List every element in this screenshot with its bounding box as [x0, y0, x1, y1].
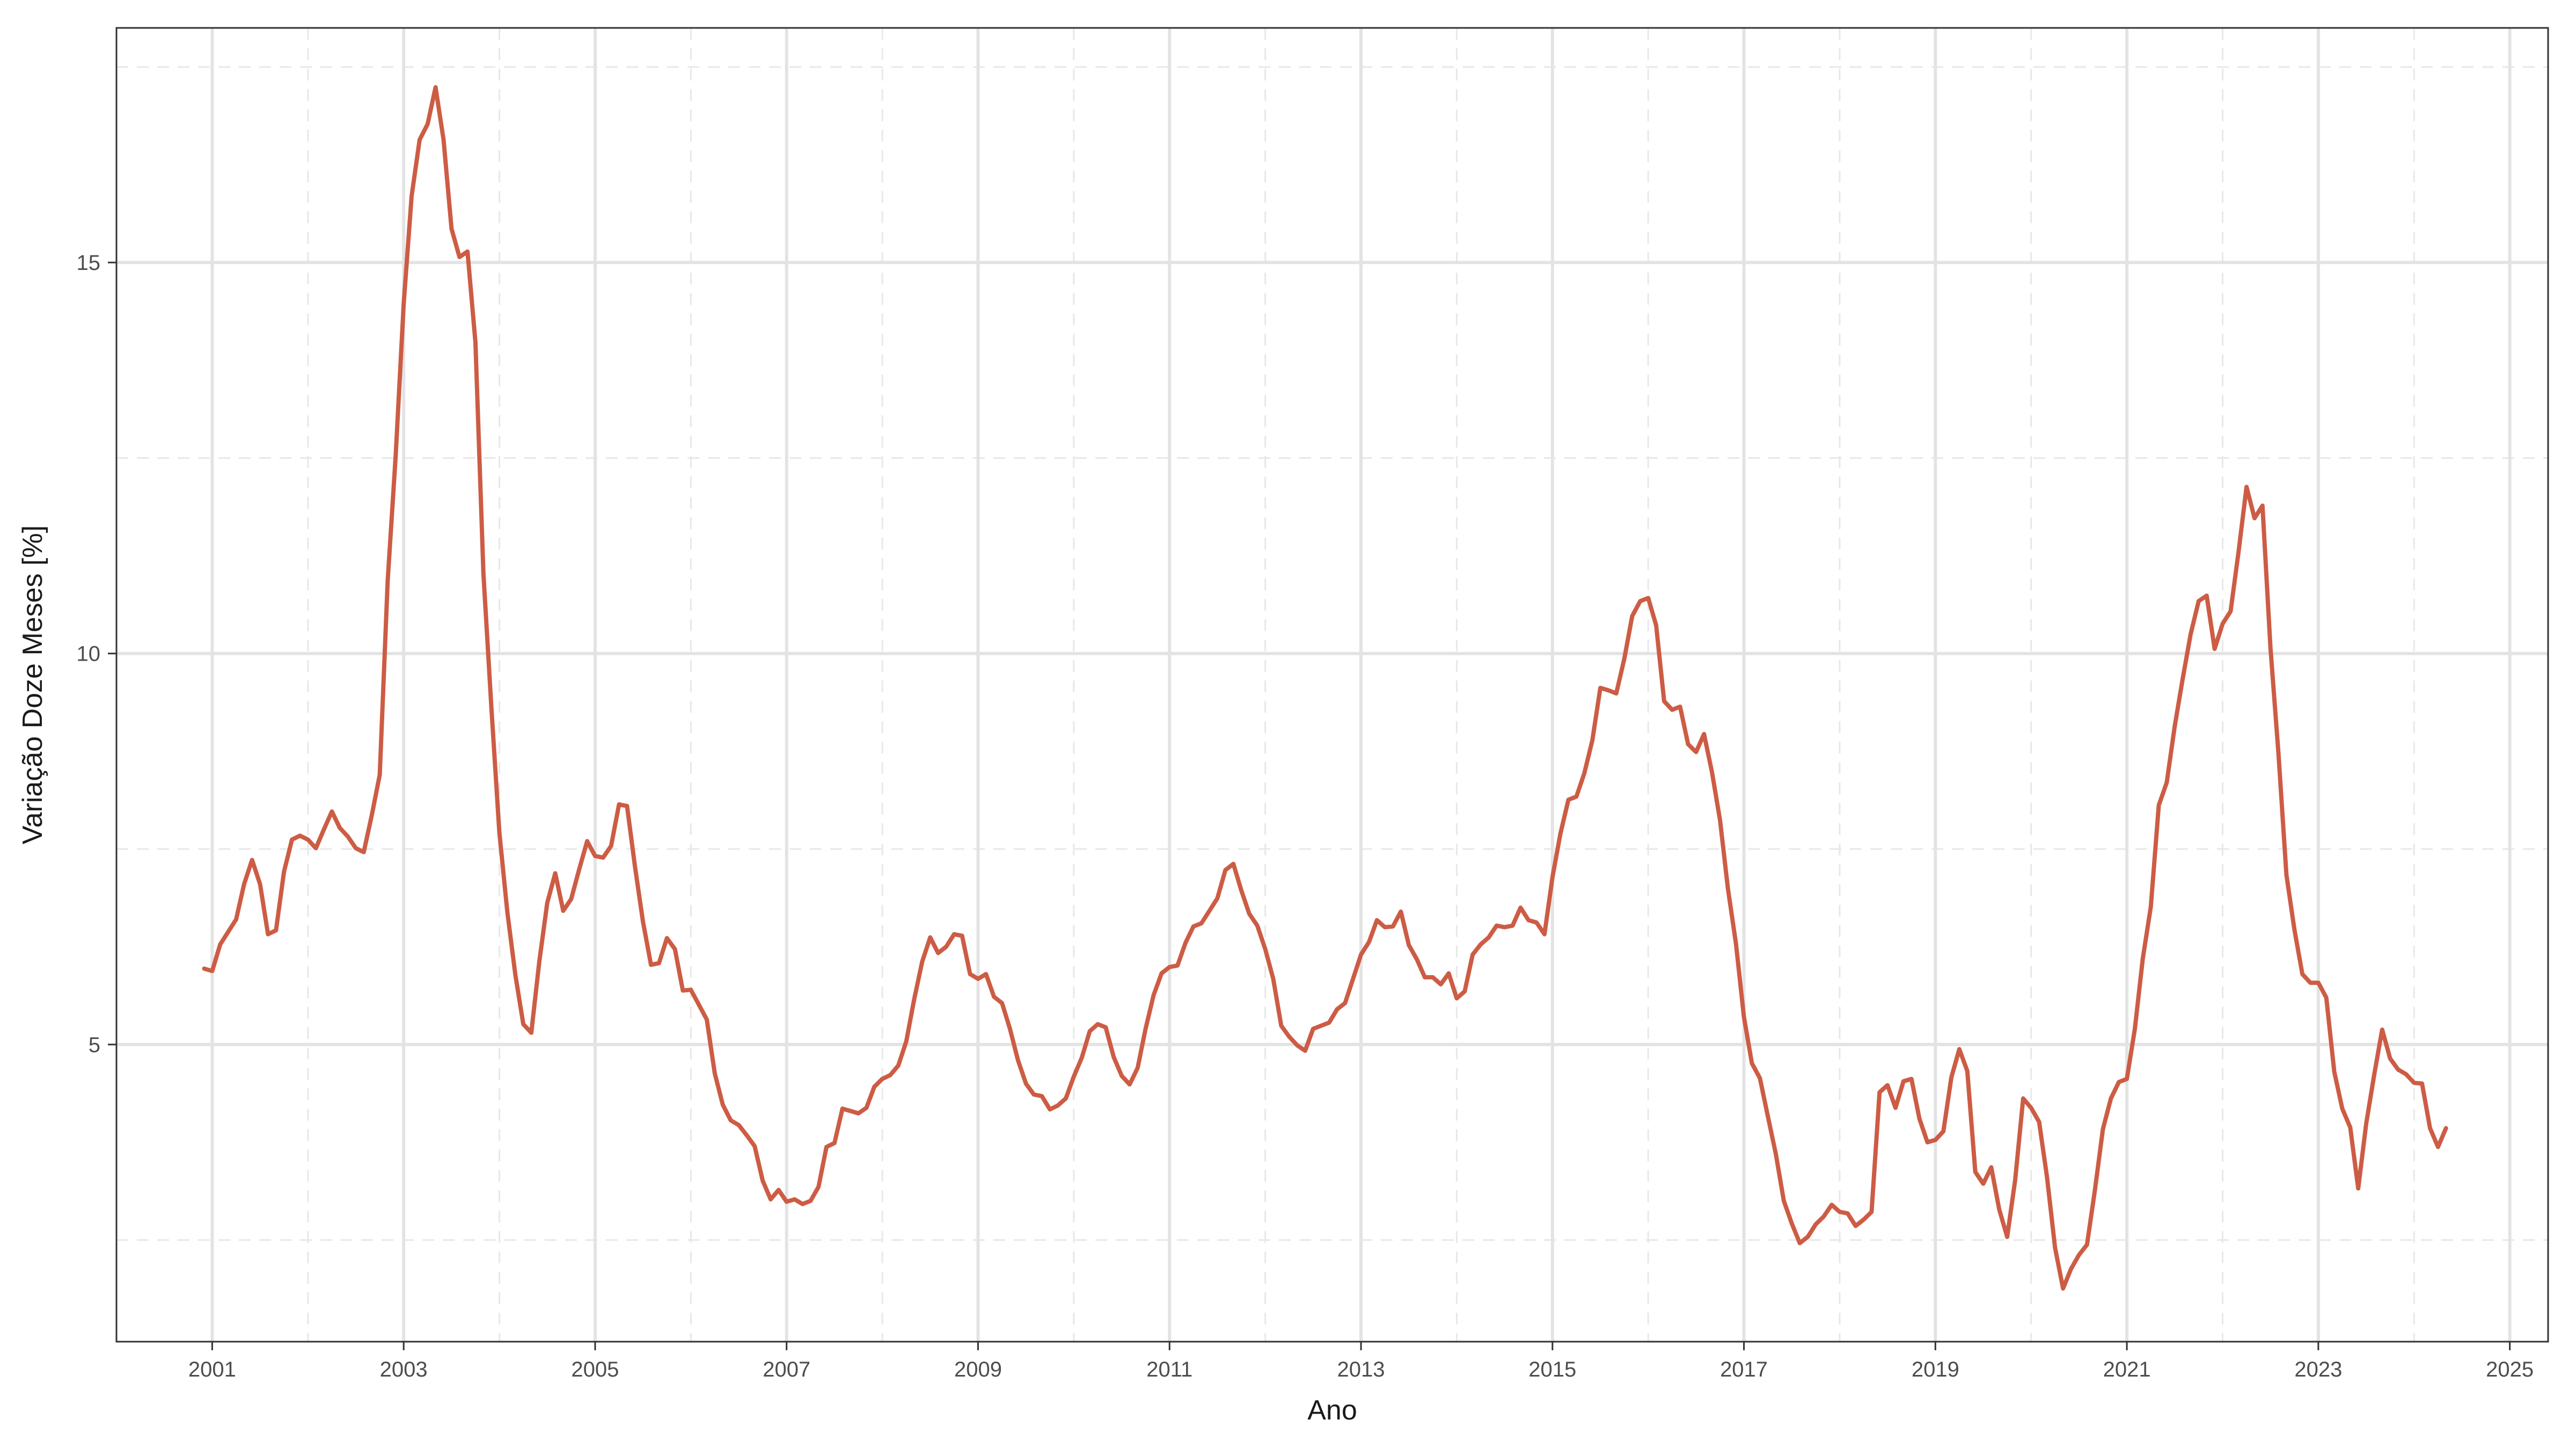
- x-tick-label: 2009: [954, 1358, 1002, 1381]
- y-tick-label: 10: [77, 642, 101, 666]
- x-tick-label: 2023: [2294, 1358, 2342, 1381]
- x-tick-label: 2021: [2103, 1358, 2151, 1381]
- x-axis: 2001 2003 2005 2007 2009 2011 2013 2015 2017 2019…: [188, 1342, 2534, 1381]
- x-tick-label: 2015: [1528, 1358, 1576, 1381]
- x-tick-label: 2003: [380, 1358, 428, 1381]
- minor-gridlines: [116, 28, 2548, 1342]
- x-tick-label: 2007: [763, 1358, 810, 1381]
- y-axis: 5 10 15: [77, 251, 116, 1057]
- major-gridlines: [116, 28, 2548, 1342]
- x-tick-label: 2013: [1337, 1358, 1385, 1381]
- x-tick-label: 2019: [1912, 1358, 1959, 1381]
- x-axis-title: Ano: [1307, 1395, 1357, 1426]
- y-axis-title: Variação Doze Meses [%]: [17, 525, 48, 844]
- x-tick-label: 2005: [571, 1358, 619, 1381]
- y-tick-label: 5: [89, 1033, 100, 1057]
- x-tick-label: 2025: [2486, 1358, 2534, 1381]
- y-tick-label: 15: [77, 251, 101, 275]
- series-layer: [202, 85, 2448, 1291]
- x-tick-label: 2017: [1720, 1358, 1768, 1381]
- panel-border: [115, 27, 2549, 1343]
- series-line: [202, 85, 2448, 1291]
- x-tick-label: 2011: [1146, 1358, 1192, 1381]
- x-tick-label: 2001: [188, 1358, 236, 1381]
